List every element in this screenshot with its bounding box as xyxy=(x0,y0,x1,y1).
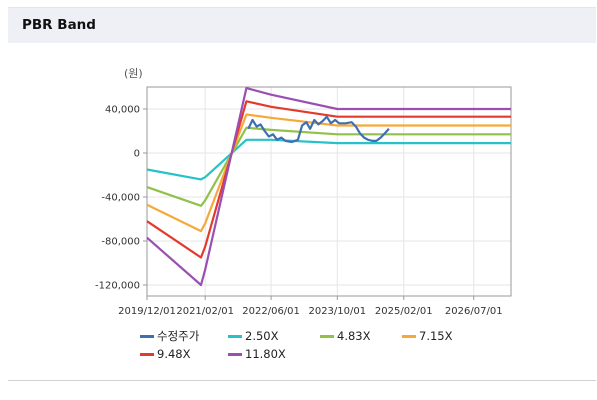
x-tick-label: 2026/07/01 xyxy=(445,306,503,317)
legend-item: 9.48X xyxy=(140,346,190,362)
series-line-수정주가 xyxy=(247,115,390,144)
x-tick-label: 2025/02/01 xyxy=(375,306,433,317)
x-axis: 2019/12/01 2021/02/01 2022/06/01 2023/10/01… xyxy=(118,296,503,317)
panel-bottom-divider xyxy=(8,380,596,381)
x-tick-label: 2022/06/01 xyxy=(242,306,300,317)
series-line-7.15X xyxy=(146,113,511,233)
series-line-9.48X xyxy=(146,100,511,259)
legend-swatch xyxy=(320,335,334,338)
panel-title: PBR Band xyxy=(22,17,96,33)
y-axis: 40,000 0 -40,000 -80,000 -120,000 xyxy=(95,105,147,292)
legend-label: 9.48X xyxy=(157,347,191,361)
x-tick-label: 2021/02/01 xyxy=(176,306,234,317)
legend-item: 2.50X xyxy=(228,328,278,344)
legend-swatch xyxy=(228,353,242,356)
panel-header: PBR Band xyxy=(8,7,596,43)
legend-swatch xyxy=(140,335,154,338)
y-tick-label: -80,000 xyxy=(101,237,140,248)
y-tick-label: -120,000 xyxy=(95,281,140,292)
legend-label: 2.50X xyxy=(245,329,279,343)
legend-item: 7.15X xyxy=(402,328,452,344)
y-tick-label: 0 xyxy=(134,149,140,160)
series-line-11.80X xyxy=(146,86,511,287)
legend-swatch xyxy=(140,353,154,356)
unit-label: (원) xyxy=(124,67,143,80)
legend-label: 수정주가 xyxy=(157,329,200,343)
legend-item: 4.83X xyxy=(320,328,370,344)
series-line-4.83X xyxy=(146,126,511,207)
legend-label: 7.15X xyxy=(419,329,453,343)
legend-label: 4.83X xyxy=(337,329,371,343)
legend-label: 11.80X xyxy=(245,347,286,361)
x-tick-label: 2019/12/01 xyxy=(118,306,176,317)
series-lines xyxy=(146,86,511,287)
y-tick-label: 40,000 xyxy=(105,105,140,116)
x-tick-label: 2023/10/01 xyxy=(308,306,366,317)
series-line-2.50X xyxy=(146,138,511,181)
legend-swatch xyxy=(402,335,416,338)
plot-border xyxy=(146,86,512,297)
y-tick-label: -40,000 xyxy=(101,193,140,204)
legend-item: 수정주가 xyxy=(140,328,199,344)
legend-item: 11.80X xyxy=(228,346,286,362)
legend-swatch xyxy=(228,335,242,338)
